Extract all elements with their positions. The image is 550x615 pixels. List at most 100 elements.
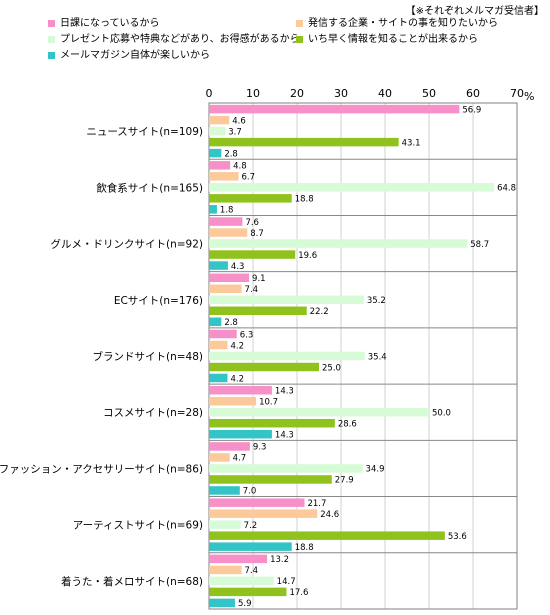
category-label: 飲食系サイト(n=165) (96, 181, 203, 194)
data-label: 10.7 (259, 397, 278, 407)
data-label: 4.3 (231, 262, 245, 272)
data-label: 8.7 (250, 229, 264, 239)
data-label: 9.3 (253, 443, 267, 453)
data-label: 9.1 (252, 274, 266, 284)
bar-2 (209, 351, 365, 361)
legend-swatch-3 (296, 35, 303, 43)
data-label: 35.2 (367, 296, 386, 306)
data-label: 28.6 (338, 419, 357, 429)
data-label: 53.6 (448, 532, 467, 542)
bar-3 (209, 137, 399, 147)
data-label: 4.8 (233, 162, 247, 172)
bar-4 (209, 148, 222, 158)
data-label: 35.4 (368, 352, 387, 362)
x-tick-label: 50 (422, 87, 436, 100)
data-label: 13.2 (270, 555, 289, 565)
data-label: 7.2 (244, 521, 258, 531)
bar-3 (209, 531, 445, 540)
legend-label-4: メールマガジン自体が楽しいから (60, 50, 210, 61)
data-label: 18.8 (295, 543, 314, 553)
bar-0 (209, 554, 268, 564)
legend-swatch-1 (296, 19, 303, 27)
x-tick-label: 0 (206, 87, 213, 100)
legend-label-0: 日課になっているから (60, 18, 160, 29)
bar-0 (209, 161, 231, 170)
bar-4 (209, 317, 222, 327)
bar-3 (209, 194, 292, 203)
data-label: 1.8 (220, 206, 234, 216)
data-label: 4.6 (232, 116, 246, 126)
bar-0 (209, 498, 305, 507)
bar-1 (209, 115, 230, 125)
legend-item-0: 日課になっているから (48, 14, 160, 29)
data-label: 6.7 (241, 173, 255, 183)
bar-2 (209, 239, 468, 248)
bar-2 (209, 295, 364, 305)
bar-1 (209, 172, 239, 181)
bar-2 (209, 407, 429, 417)
data-label: 4.2 (230, 341, 244, 351)
legend-item-1: 発信する企業・サイトの事を知りたいから (296, 14, 498, 29)
bar-1 (209, 453, 230, 462)
data-label: 27.9 (335, 476, 354, 486)
x-tick-label: 20 (290, 87, 304, 100)
bar-4 (209, 486, 240, 495)
data-label: 43.1 (402, 138, 421, 148)
category-label: コスメサイト(n=28) (103, 407, 203, 419)
data-label: 18.8 (295, 195, 314, 205)
bar-3 (209, 587, 287, 597)
data-label: 4.2 (230, 374, 244, 384)
bar-4 (209, 429, 272, 439)
x-tick-label: 70 (510, 87, 524, 100)
bar-1 (209, 565, 242, 575)
legend-item-4: メールマガジン自体が楽しいから (48, 46, 210, 61)
category-label: ECサイト(n=176) (114, 295, 203, 307)
bar-0 (209, 217, 243, 226)
category-label: アーティストサイト(n=69) (73, 520, 203, 532)
chart-note: 【※それぞれメルマガ受信者】 (405, 6, 544, 17)
category-label: ニュースサイト(n=109) (86, 126, 203, 138)
x-tick-label: 30 (334, 87, 348, 100)
bar-3 (209, 475, 332, 484)
bar-2 (209, 126, 226, 136)
bar-2 (209, 464, 363, 473)
category-label: 着うた・着メロサイト(n=68) (61, 575, 203, 588)
x-tick-label: 60 (466, 87, 480, 100)
bar-2 (209, 520, 241, 529)
data-label: 5.9 (238, 599, 252, 609)
data-label: 14.3 (275, 430, 294, 440)
bar-1 (209, 509, 318, 518)
x-unit-label: % (524, 90, 534, 103)
bar-4 (209, 373, 228, 383)
bar-3 (209, 362, 319, 372)
data-label: 6.3 (240, 330, 254, 340)
legend-item-2: プレゼント応募や特典などがあり、お得感があるから (48, 30, 300, 45)
data-label: 14.7 (277, 577, 296, 587)
bar-2 (209, 183, 495, 192)
legend-label-1: 発信する企業・サイトの事を知りたいから (308, 18, 498, 29)
bar-0 (209, 104, 460, 114)
data-label: 2.8 (224, 318, 238, 328)
bar-3 (209, 418, 335, 428)
data-label: 2.8 (224, 149, 238, 159)
legend-swatch-2 (48, 35, 55, 43)
bar-4 (209, 205, 217, 214)
bar-2 (209, 576, 274, 586)
data-label: 24.6 (320, 510, 339, 520)
data-label: 50.0 (432, 408, 451, 418)
bar-3 (209, 306, 307, 316)
bar-4 (209, 598, 235, 608)
legend-label-2: プレゼント応募や特典などがあり、お得感があるから (60, 34, 300, 45)
bar-3 (209, 250, 296, 259)
bar-0 (209, 442, 250, 451)
bar-4 (209, 261, 228, 270)
data-label: 58.7 (470, 240, 489, 250)
bar-1 (209, 228, 248, 237)
data-label: 14.3 (275, 386, 294, 396)
legend-swatch-0 (48, 19, 55, 27)
bar-1 (209, 284, 242, 294)
bar-4 (209, 542, 292, 551)
legend-item-3: いち早く情報を知ることが出来るから (296, 30, 478, 45)
data-label: 64.8 (497, 184, 516, 194)
